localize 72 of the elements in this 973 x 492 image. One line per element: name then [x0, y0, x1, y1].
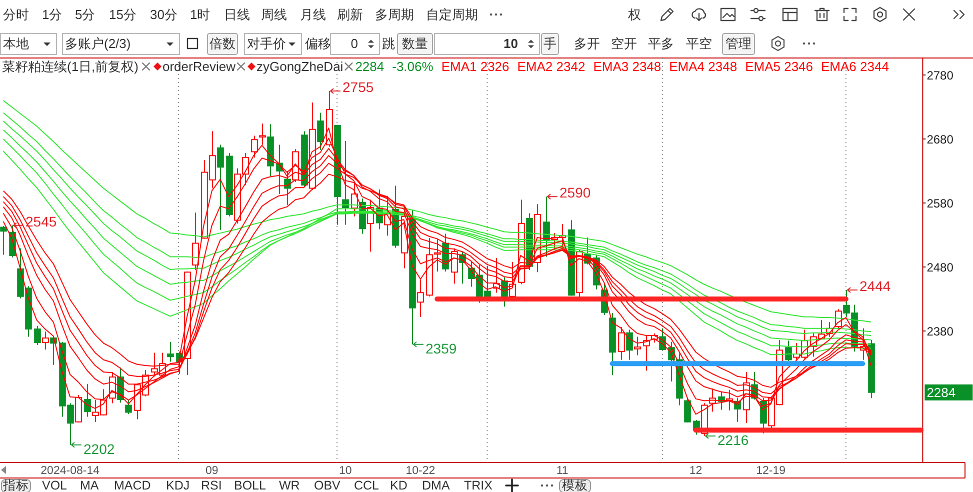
annotation: 2755 — [342, 78, 374, 95]
annotation: -3.06% — [392, 59, 434, 74]
text: 管理 — [726, 36, 752, 51]
text: 分时 — [3, 7, 29, 22]
text: VOL — [42, 478, 68, 492]
text: 月线 — [300, 7, 326, 22]
annotation: EMA6 2344 — [821, 59, 889, 74]
text: BOLL — [234, 478, 266, 492]
text: MACD — [114, 478, 151, 492]
x-tick-label: 09 — [206, 465, 218, 477]
chart-title: 菜籽粕连续(1日,前复权) — [2, 59, 138, 74]
text: 权 — [627, 7, 641, 22]
text: 0 — [350, 36, 358, 51]
text: 多账户(2/3) — [65, 36, 131, 51]
annotation: 2590 — [560, 184, 591, 201]
text: 30分 — [150, 7, 178, 22]
text: 倍数 — [210, 36, 236, 51]
annotation: 2216 — [718, 432, 749, 448]
annotation: EMA5 2346 — [745, 59, 814, 74]
annotation: 2359 — [426, 340, 457, 356]
text: 空开 — [611, 36, 637, 51]
text: CCL — [354, 478, 380, 492]
x-tick-label: 12-19 — [756, 465, 786, 477]
text: 1分 — [42, 7, 62, 22]
y-tick-label: 2680 — [926, 132, 954, 146]
y-tick-label: 2380 — [926, 324, 954, 338]
x-tick-label: 10-22 — [406, 465, 436, 477]
text: OBV — [314, 478, 342, 492]
x-tick-label: 12 — [689, 465, 702, 477]
y-tick-label: 2780 — [926, 68, 954, 82]
text: 5分 — [75, 7, 96, 22]
text: KD — [390, 478, 408, 492]
annotation: EMA1 2326 — [441, 59, 510, 74]
annotation: EMA4 2348 — [669, 59, 738, 74]
y-tick-label: 2580 — [926, 196, 954, 210]
x-tick-label: 2024-08-14 — [40, 465, 100, 477]
annotation: EMA3 2348 — [593, 59, 662, 74]
text: 数量 — [402, 36, 428, 51]
y-tick-label: 2284 — [926, 384, 956, 400]
text: 偏移 — [305, 36, 331, 51]
annotation: 2202 — [84, 440, 115, 457]
y-tick-label: 2480 — [926, 260, 954, 274]
text: TRIX — [464, 478, 494, 492]
x-tick-label: 11 — [556, 465, 568, 477]
annotation: 2444 — [860, 278, 891, 294]
x-tick-label: 10 — [338, 465, 352, 477]
text: 平空 — [686, 36, 712, 51]
annotation: 2284 — [355, 59, 384, 74]
text: KDJ — [166, 478, 190, 492]
annotation: zyGongZheDai — [256, 59, 344, 74]
text: 自定周期 — [426, 7, 478, 22]
text: 跳 — [382, 36, 395, 51]
annotation: orderReview — [162, 59, 236, 74]
text: 周线 — [261, 7, 287, 22]
text: 手 — [544, 36, 556, 51]
text: 平多 — [648, 36, 674, 51]
text: DMA — [422, 478, 450, 492]
text: 多周期 — [375, 7, 414, 22]
text: 10 — [504, 36, 518, 51]
text: 日线 — [224, 7, 250, 22]
text: 多开 — [574, 36, 600, 51]
annotation: 2545 — [26, 213, 57, 230]
text: 本地 — [3, 36, 29, 51]
text: 模板 — [562, 478, 588, 492]
annotation: EMA2 2342 — [517, 59, 586, 74]
text: WR — [279, 478, 300, 492]
text: 刷新 — [337, 7, 363, 22]
text: 1时 — [190, 7, 210, 22]
text: RSI — [201, 478, 222, 492]
text: 对手价 — [247, 36, 286, 51]
text: MA — [80, 478, 100, 492]
text: 15分 — [109, 7, 136, 22]
